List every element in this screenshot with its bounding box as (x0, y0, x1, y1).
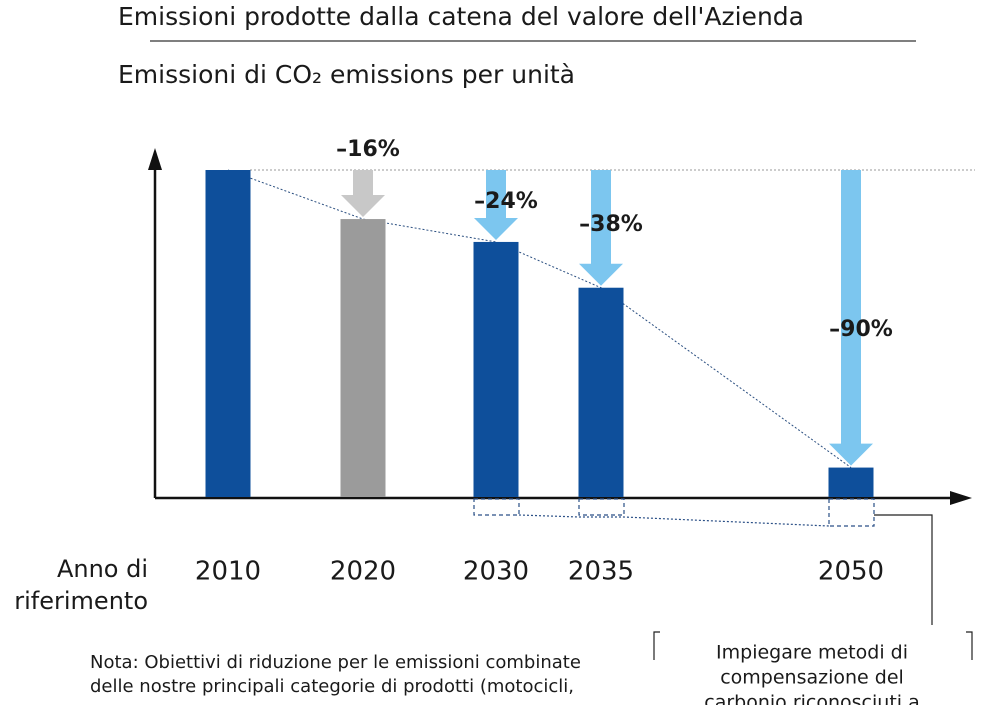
trend-line (227, 169, 852, 468)
side-note: carbonio riconosciuti a (704, 692, 919, 705)
bar (828, 467, 874, 497)
bar (578, 287, 624, 497)
offset-boxes (473, 498, 875, 527)
reduction-label: –38% (579, 212, 643, 237)
x-tick-label: 2010 (195, 557, 261, 587)
chart-title: Emissioni prodotte dalla catena del valo… (118, 2, 804, 31)
reduction-arrow (829, 170, 873, 466)
x-axis-arrow (950, 491, 972, 505)
bar (473, 241, 519, 497)
reduction-arrow (474, 170, 518, 240)
x-tick-label: 2020 (330, 557, 396, 587)
note-connector (874, 514, 933, 625)
bar (340, 219, 386, 498)
bar (205, 170, 251, 497)
x-tick-label: 2030 (463, 557, 529, 587)
x-tick-label: 2035 (568, 557, 634, 587)
reduction-arrow (579, 170, 623, 286)
x-axis-label: riferimento (14, 587, 148, 615)
y-axis-arrow (148, 148, 162, 170)
note-bracket (653, 631, 973, 660)
x-tick-label: 2050 (818, 557, 884, 587)
reduction-label: –24% (474, 189, 538, 214)
reduction-label: –16% (336, 137, 400, 162)
footnote: Nota: Obiettivi di riduzione per le emis… (90, 652, 581, 673)
footnote: delle nostre principali categorie di pro… (90, 676, 574, 697)
reduction-label: –90% (829, 317, 893, 342)
chart-subtitle: Emissioni di CO₂ emissions per unità (118, 60, 575, 89)
side-note: Impiegare metodi di (716, 642, 908, 664)
x-axis-label: Anno di (57, 555, 148, 583)
side-note: compensazione del (720, 667, 904, 689)
reduction-arrow (341, 170, 385, 218)
